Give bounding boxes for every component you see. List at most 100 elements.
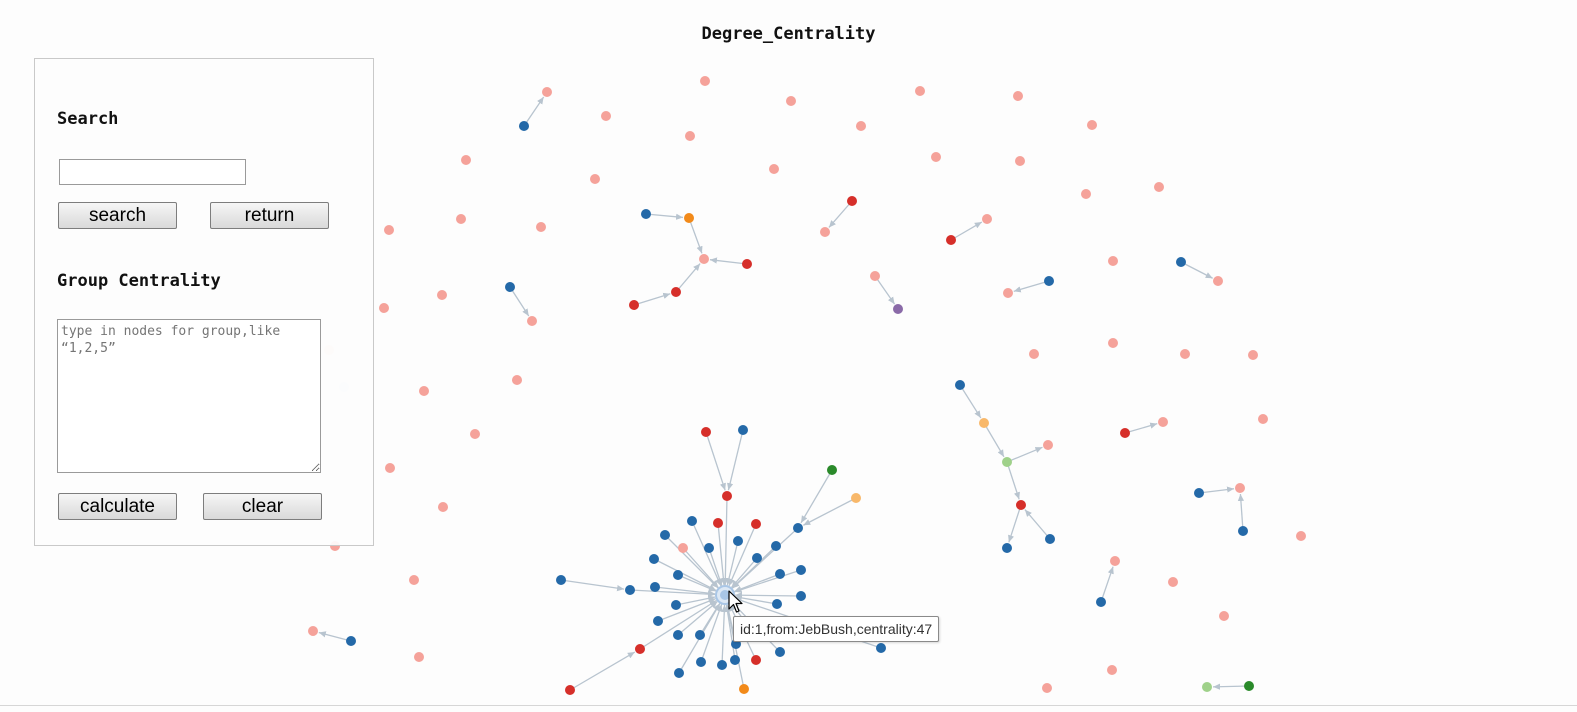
graph-node[interactable] — [674, 668, 684, 678]
graph-node[interactable] — [752, 553, 762, 563]
graph-node[interactable] — [915, 86, 925, 96]
graph-node[interactable] — [653, 616, 663, 626]
graph-node[interactable] — [1219, 611, 1229, 621]
graph-node[interactable] — [979, 418, 989, 428]
graph-node[interactable] — [796, 591, 806, 601]
graph-node[interactable] — [461, 155, 471, 165]
graph-node[interactable] — [684, 213, 694, 223]
graph-node[interactable] — [946, 235, 956, 245]
graph-node[interactable] — [629, 300, 639, 310]
clear-button[interactable]: clear — [203, 493, 322, 520]
graph-node[interactable] — [456, 214, 466, 224]
graph-node[interactable] — [1003, 288, 1013, 298]
graph-node[interactable] — [771, 541, 781, 551]
graph-node[interactable] — [713, 518, 723, 528]
return-button[interactable]: return — [210, 202, 329, 229]
graph-node[interactable] — [775, 569, 785, 579]
graph-node[interactable] — [1238, 526, 1248, 536]
graph-node[interactable] — [1258, 414, 1268, 424]
graph-node[interactable] — [1107, 665, 1117, 675]
graph-node[interactable] — [437, 290, 447, 300]
graph-node[interactable] — [1013, 91, 1023, 101]
graph-node[interactable] — [1096, 597, 1106, 607]
search-input[interactable] — [59, 159, 246, 185]
graph-node[interactable] — [346, 636, 356, 646]
graph-node[interactable] — [1029, 349, 1039, 359]
graph-node[interactable] — [625, 585, 635, 595]
graph-node[interactable] — [796, 565, 806, 575]
graph-node[interactable] — [739, 684, 749, 694]
graph-node[interactable] — [1108, 338, 1118, 348]
graph-node[interactable] — [955, 380, 965, 390]
graph-node[interactable] — [1120, 428, 1130, 438]
graph-node[interactable] — [742, 259, 752, 269]
search-button[interactable]: search — [58, 202, 177, 229]
graph-node[interactable] — [733, 536, 743, 546]
group-nodes-textarea[interactable] — [57, 319, 321, 473]
graph-node[interactable] — [738, 425, 748, 435]
graph-node[interactable] — [673, 570, 683, 580]
graph-node[interactable] — [687, 516, 697, 526]
graph-node[interactable] — [671, 600, 681, 610]
graph-node[interactable] — [1045, 534, 1055, 544]
graph-node[interactable] — [700, 76, 710, 86]
graph-node[interactable] — [671, 287, 681, 297]
graph-node[interactable] — [730, 655, 740, 665]
graph-node[interactable] — [673, 630, 683, 640]
graph-node[interactable] — [601, 111, 611, 121]
graph-node[interactable] — [1081, 189, 1091, 199]
graph-node[interactable] — [772, 599, 782, 609]
graph-node[interactable] — [1168, 577, 1178, 587]
graph-node[interactable] — [1015, 156, 1025, 166]
graph-node[interactable] — [856, 121, 866, 131]
graph-node[interactable] — [893, 304, 903, 314]
graph-node[interactable] — [527, 316, 537, 326]
graph-node[interactable] — [536, 222, 546, 232]
graph-node[interactable] — [1154, 182, 1164, 192]
graph-node[interactable] — [384, 225, 394, 235]
graph-node[interactable] — [847, 196, 857, 206]
graph-node[interactable] — [565, 685, 575, 695]
graph-node[interactable] — [414, 652, 424, 662]
graph-node[interactable] — [1110, 556, 1120, 566]
graph-node[interactable] — [722, 491, 732, 501]
graph-node[interactable] — [704, 543, 714, 553]
graph-node[interactable] — [641, 209, 651, 219]
graph-node[interactable] — [1043, 440, 1053, 450]
graph-node[interactable] — [649, 554, 659, 564]
graph-node[interactable] — [556, 575, 566, 585]
graph-node[interactable] — [851, 493, 861, 503]
graph-node[interactable] — [820, 227, 830, 237]
graph-node[interactable] — [931, 152, 941, 162]
graph-node[interactable] — [1235, 483, 1245, 493]
graph-node[interactable] — [678, 543, 688, 553]
graph-node[interactable] — [1194, 488, 1204, 498]
graph-node[interactable] — [701, 427, 711, 437]
graph-node[interactable] — [775, 647, 785, 657]
graph-node[interactable] — [590, 174, 600, 184]
graph-node[interactable] — [542, 87, 552, 97]
graph-node[interactable] — [769, 164, 779, 174]
graph-node[interactable] — [870, 271, 880, 281]
graph-node[interactable] — [1002, 457, 1012, 467]
graph-node[interactable] — [1213, 276, 1223, 286]
graph-node[interactable] — [379, 303, 389, 313]
graph-node[interactable] — [409, 575, 419, 585]
graph-node[interactable] — [1016, 500, 1026, 510]
graph-node[interactable] — [685, 131, 695, 141]
graph-node[interactable] — [1202, 682, 1212, 692]
graph-node[interactable] — [1044, 276, 1054, 286]
graph-node[interactable] — [827, 465, 837, 475]
selected-node[interactable] — [720, 590, 730, 600]
graph-node[interactable] — [786, 96, 796, 106]
graph-node[interactable] — [660, 530, 670, 540]
graph-node[interactable] — [751, 655, 761, 665]
graph-node[interactable] — [419, 386, 429, 396]
graph-node[interactable] — [1002, 543, 1012, 553]
graph-node[interactable] — [793, 523, 803, 533]
graph-node[interactable] — [1158, 417, 1168, 427]
graph-node[interactable] — [876, 643, 886, 653]
graph-node[interactable] — [635, 644, 645, 654]
graph-node[interactable] — [982, 214, 992, 224]
